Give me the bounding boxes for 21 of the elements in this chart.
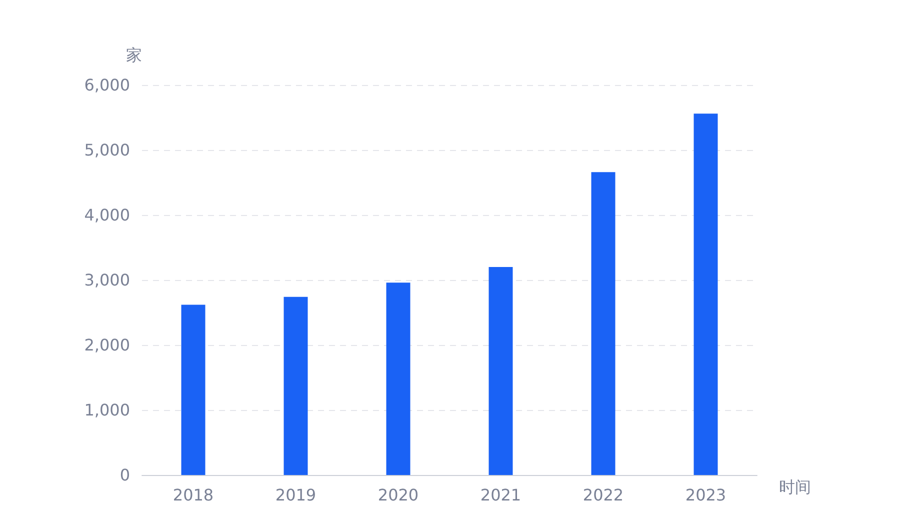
x-tick-label: 2022	[582, 486, 624, 504]
x-tick-label: 2019	[275, 486, 316, 504]
y-tick-label: 4,000	[84, 206, 130, 224]
bar	[694, 114, 718, 475]
bar	[181, 304, 206, 475]
x-tick-label: 2018	[172, 486, 214, 504]
bar	[488, 267, 513, 475]
bar	[284, 296, 308, 475]
y-tick-label: 5,000	[84, 140, 130, 160]
y-tick-label: 3,000	[84, 270, 130, 290]
y-tick-label: 6,000	[84, 76, 130, 94]
x-tick-label: 2020	[378, 486, 419, 504]
x-axis-title: 时间	[779, 478, 811, 496]
y-tick-label: 0	[120, 466, 130, 484]
bar	[591, 172, 616, 475]
x-tick-label: 2021	[480, 486, 522, 504]
x-tick-label: 2023	[685, 486, 726, 504]
bar	[386, 282, 410, 475]
y-axis-title: 家	[126, 46, 142, 64]
y-tick-label: 1,000	[84, 400, 130, 420]
y-tick-label: 2,000	[84, 336, 130, 354]
